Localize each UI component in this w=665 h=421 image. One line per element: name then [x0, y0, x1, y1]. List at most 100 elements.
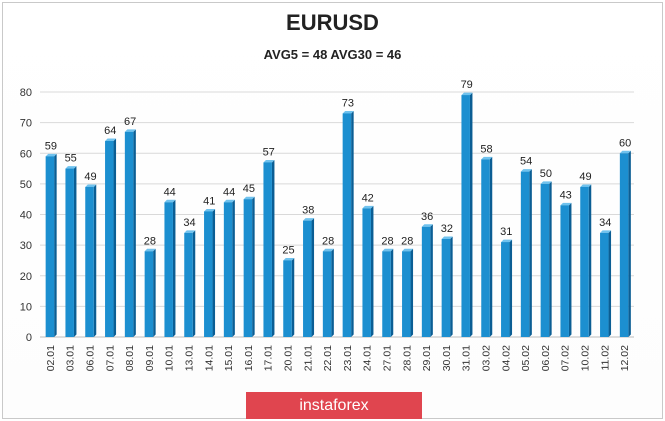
bar-top — [342, 110, 354, 114]
bar-side — [192, 230, 196, 337]
x-tick-label: 03.01 — [65, 345, 77, 371]
data-label: 49 — [579, 171, 591, 183]
bar — [600, 232, 609, 337]
data-label: 31 — [500, 226, 512, 238]
bar-side — [331, 248, 334, 337]
bar — [402, 251, 411, 337]
bar — [164, 202, 173, 337]
data-label: 79 — [461, 79, 473, 91]
y-tick-label: 70 — [20, 118, 32, 130]
bar — [441, 239, 451, 337]
bar — [223, 202, 233, 337]
bar — [303, 220, 312, 337]
x-tick-label: 12.02 — [619, 345, 631, 371]
data-label: 41 — [203, 195, 215, 207]
bar — [520, 171, 530, 337]
bar-side — [410, 248, 414, 337]
data-label: 67 — [124, 116, 136, 128]
x-tick-label: 13.01 — [184, 345, 196, 371]
x-tick-label: 28.01 — [401, 345, 413, 371]
bar-side — [549, 181, 552, 337]
x-tick-label: 03.02 — [481, 345, 493, 371]
bar-top — [402, 248, 414, 252]
bar — [105, 141, 114, 337]
bar-side — [172, 199, 176, 337]
bar-side — [54, 153, 57, 337]
bar-top — [520, 169, 532, 172]
bar-side — [93, 184, 97, 337]
x-tick-label: 02.01 — [45, 345, 57, 371]
bar-side — [608, 230, 612, 337]
bar-side — [351, 110, 354, 337]
bar-side — [153, 248, 156, 337]
bar-side — [450, 236, 453, 337]
x-tick-label: 27.01 — [382, 345, 394, 371]
y-tick-label: 30 — [20, 240, 32, 252]
bar-top — [144, 248, 156, 252]
bar-side — [212, 208, 216, 337]
data-label: 36 — [421, 211, 433, 223]
bar-side — [430, 224, 433, 337]
y-tick-label: 80 — [20, 87, 32, 99]
bar — [342, 113, 352, 337]
x-tick-label: 15.01 — [223, 345, 235, 371]
bar-side — [469, 92, 473, 337]
data-label: 38 — [302, 205, 314, 217]
bar — [382, 251, 391, 337]
bar — [283, 260, 292, 337]
bar-top — [600, 230, 612, 233]
bar-side — [291, 257, 295, 337]
bar-top — [204, 208, 216, 212]
x-tick-label: 17.01 — [263, 345, 275, 371]
x-tick-label: 07.01 — [104, 345, 116, 371]
bar-top — [619, 150, 631, 154]
bar-side — [628, 150, 631, 337]
data-label: 44 — [223, 186, 235, 198]
bar — [560, 205, 569, 337]
bar — [144, 251, 154, 337]
bar-side — [529, 169, 532, 337]
chart-subtitle: AVG5 = 48 AVG30 = 46 — [263, 47, 402, 62]
x-tick-label: 14.01 — [203, 345, 215, 371]
x-tick-label: 20.01 — [283, 345, 295, 371]
data-label: 64 — [104, 125, 116, 137]
data-label: 42 — [362, 192, 374, 204]
bar-side — [390, 248, 394, 337]
x-tick-label: 30.01 — [441, 345, 453, 371]
bar-side — [73, 166, 77, 337]
x-tick-label: 24.01 — [362, 345, 374, 371]
bar-top — [105, 138, 117, 141]
x-tick-label: 06.01 — [85, 345, 97, 371]
bar-top — [303, 218, 315, 221]
bar-top — [184, 230, 196, 233]
x-tick-label: 10.02 — [580, 345, 592, 371]
bar — [421, 226, 431, 337]
brand-text: instaforex — [299, 396, 369, 414]
data-label: 55 — [65, 153, 77, 165]
bar-top — [461, 92, 473, 96]
x-tick-label: 23.01 — [342, 345, 354, 371]
data-label: 60 — [619, 137, 631, 149]
bar — [204, 211, 213, 337]
x-tick-label: 29.01 — [421, 345, 433, 371]
instaforex-watermark: instaforex — [246, 392, 422, 419]
x-tick-label: 16.01 — [243, 345, 255, 371]
bar-top — [85, 184, 97, 187]
bar — [184, 232, 193, 337]
data-label: 50 — [540, 168, 552, 180]
data-label: 73 — [342, 97, 354, 109]
data-label: 28 — [401, 235, 413, 247]
bar-top — [441, 236, 453, 239]
bar-side — [252, 196, 255, 337]
bar — [501, 242, 510, 337]
bar-top — [421, 224, 433, 227]
x-tick-label: 22.01 — [322, 345, 334, 371]
bar-top — [124, 129, 136, 132]
bar-side — [113, 138, 117, 337]
data-label: 32 — [441, 223, 453, 235]
y-tick-label: 20 — [20, 271, 32, 283]
bar — [481, 159, 490, 337]
data-label: 34 — [599, 217, 611, 229]
bar — [619, 153, 629, 337]
